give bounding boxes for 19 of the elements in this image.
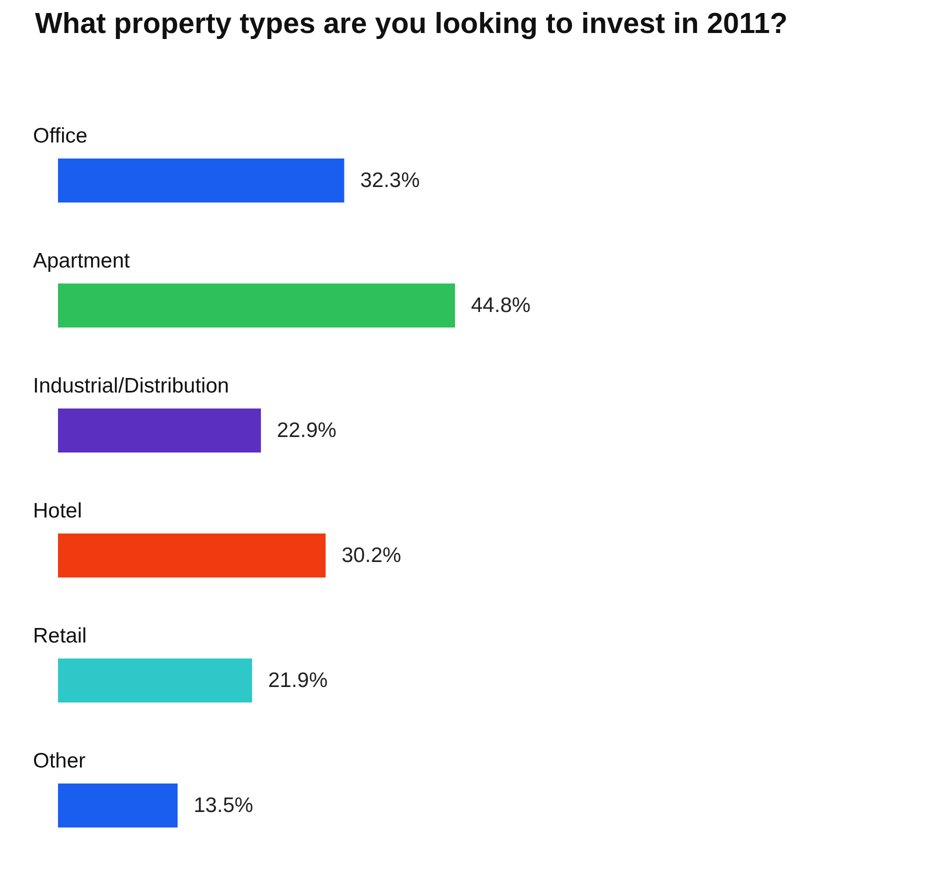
y-tick-label: Apartment [33, 250, 130, 272]
y-tick-label: Industrial/Distribution [33, 374, 230, 398]
y-tick-label: Retail [33, 624, 87, 648]
data-label: 21.9% [268, 669, 328, 692]
bar [58, 408, 261, 452]
data-label: 32.3% [360, 169, 420, 192]
y-tick-label: Other [33, 750, 86, 772]
bar [58, 784, 178, 828]
data-label: 22.9% [276, 419, 336, 442]
bar [58, 284, 455, 328]
data-label: 30.2% [342, 544, 402, 567]
bar [58, 534, 326, 578]
y-tick-label: Hotel [33, 500, 82, 522]
bar [58, 158, 344, 202]
chart-title: What property types are you looking to invest in 2011? [35, 8, 788, 40]
bar [58, 658, 252, 702]
y-tick-label: Office [33, 124, 88, 148]
data-label: 13.5% [194, 794, 254, 817]
data-label: 44.8% [471, 294, 531, 317]
